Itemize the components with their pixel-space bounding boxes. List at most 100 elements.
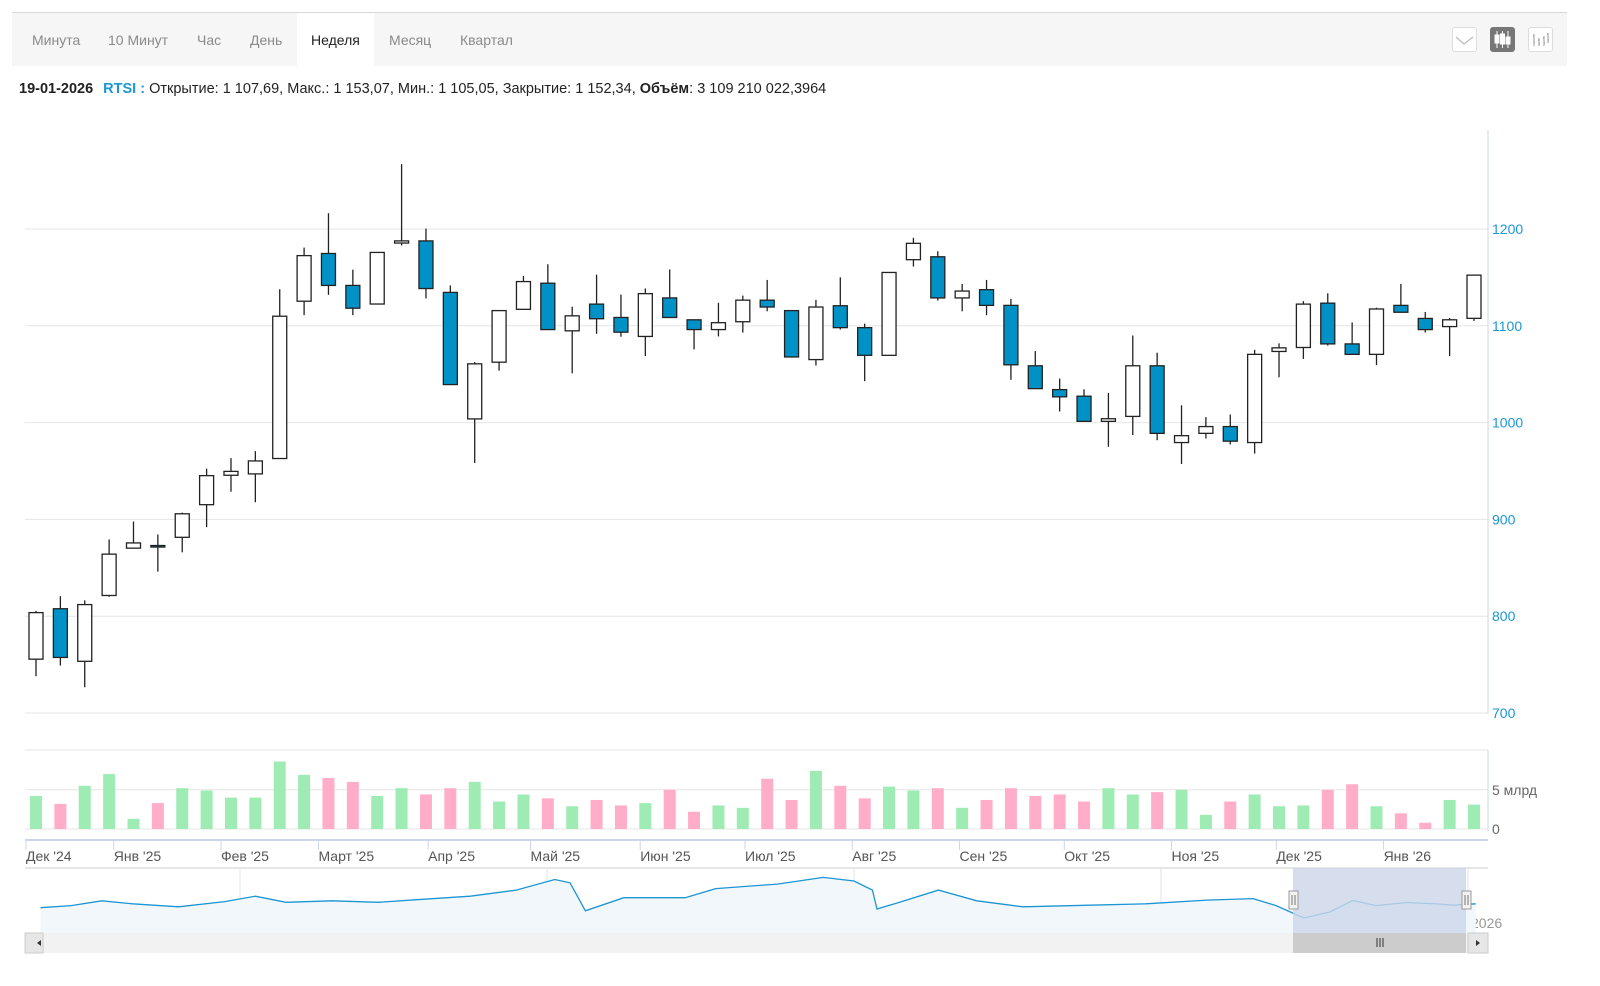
candle[interactable] [198, 468, 215, 528]
tab-quarter[interactable]: Квартал [460, 32, 513, 48]
candle[interactable] [564, 306, 580, 374]
candle[interactable] [1222, 414, 1238, 445]
ohlc-chart-button[interactable] [1528, 27, 1553, 52]
candle[interactable] [1393, 283, 1409, 313]
volume-bar [1102, 788, 1115, 829]
candle-body [198, 474, 215, 506]
tab-week[interactable]: Неделя [297, 13, 374, 66]
candle[interactable] [1246, 349, 1263, 454]
candle-body [101, 553, 117, 597]
x-axis-label: Авг '25 [852, 848, 896, 864]
candle[interactable] [759, 279, 775, 312]
candle[interactable] [1100, 392, 1117, 447]
candle[interactable] [588, 274, 605, 334]
chevron-right-icon [1476, 940, 1480, 946]
candle[interactable] [272, 289, 288, 460]
candle[interactable] [1173, 405, 1190, 465]
candle[interactable] [491, 309, 507, 371]
candle[interactable] [1466, 274, 1482, 321]
tab-minute[interactable]: Минута [32, 32, 81, 48]
candle[interactable] [320, 213, 337, 295]
navigator-handle[interactable] [1461, 890, 1472, 910]
candle[interactable] [1344, 322, 1360, 356]
candle[interactable] [174, 512, 190, 553]
candle[interactable] [613, 294, 629, 337]
candle-body [223, 470, 239, 476]
candle[interactable] [1295, 301, 1312, 359]
x-axis-label: Июн '25 [640, 848, 691, 864]
candle[interactable] [930, 251, 946, 301]
volume-bar [1346, 784, 1359, 829]
candle[interactable] [418, 228, 434, 299]
candle[interactable] [1076, 389, 1092, 422]
tab-day[interactable]: День [250, 32, 283, 48]
tab-10-minutes[interactable]: 10 Минут [108, 32, 169, 48]
candlestick-chart-button[interactable] [1490, 27, 1515, 52]
candle[interactable] [686, 319, 702, 350]
candle[interactable] [540, 264, 556, 331]
candle[interactable] [28, 610, 44, 677]
candle-body [588, 303, 605, 320]
candle[interactable] [150, 534, 166, 572]
candle[interactable] [101, 539, 117, 597]
volume-bar [419, 794, 432, 829]
volume-bar [956, 807, 969, 829]
x-axis-label: Дек '24 [26, 848, 72, 864]
candle[interactable] [52, 596, 69, 666]
candle[interactable] [1003, 298, 1019, 380]
candle[interactable] [125, 521, 142, 549]
tab-hour[interactable]: Час [197, 32, 222, 48]
candle[interactable] [345, 269, 361, 316]
candle[interactable] [710, 302, 727, 337]
candle[interactable] [1149, 352, 1165, 441]
candle[interactable] [1271, 343, 1287, 378]
candle[interactable] [515, 276, 532, 310]
tab-month[interactable]: Месяц [389, 32, 432, 48]
candle-body [1198, 425, 1214, 434]
volume-bar [1419, 822, 1432, 829]
scrollbar-track[interactable] [25, 933, 1488, 953]
candle[interactable] [1320, 293, 1336, 346]
candle-body [1052, 388, 1068, 398]
volume-axis-label: 5 млрд [1492, 782, 1537, 798]
scroll-left-button[interactable] [24, 932, 44, 954]
candle-body [1271, 347, 1287, 353]
line-chart-button[interactable] [1452, 27, 1477, 52]
candle[interactable] [832, 277, 848, 330]
top-border [12, 12, 1567, 13]
candle[interactable] [393, 164, 410, 246]
line-chart-icon [1455, 36, 1474, 45]
candle[interactable] [1198, 417, 1214, 439]
candle[interactable] [1125, 335, 1141, 435]
candle[interactable] [223, 458, 239, 492]
candle[interactable] [735, 295, 751, 333]
candle[interactable] [808, 299, 824, 366]
candle[interactable] [662, 269, 678, 319]
candle[interactable] [978, 279, 995, 316]
candle[interactable] [905, 237, 922, 267]
candle[interactable] [1052, 378, 1068, 412]
candle[interactable] [77, 600, 93, 688]
candle[interactable] [296, 247, 312, 316]
candle-body [783, 309, 800, 358]
candle[interactable] [1027, 351, 1043, 390]
candle[interactable] [369, 251, 385, 305]
candle[interactable] [442, 285, 458, 386]
navigator-year-label: 2026 [1471, 915, 1502, 931]
candle[interactable] [1441, 318, 1458, 357]
candle[interactable] [783, 309, 800, 358]
volume-bar [444, 788, 457, 829]
candle[interactable] [881, 271, 897, 356]
candle[interactable] [1417, 311, 1433, 333]
candle[interactable] [1368, 307, 1385, 366]
candle-body [881, 271, 897, 356]
candle[interactable] [857, 323, 873, 382]
candle[interactable] [954, 283, 970, 312]
navigator-handle[interactable] [1288, 890, 1299, 910]
candle[interactable] [637, 288, 653, 357]
candle[interactable] [467, 362, 483, 464]
candle[interactable] [247, 451, 264, 503]
navigator-selected-range[interactable] [1293, 868, 1466, 933]
handle-body [1461, 890, 1472, 910]
